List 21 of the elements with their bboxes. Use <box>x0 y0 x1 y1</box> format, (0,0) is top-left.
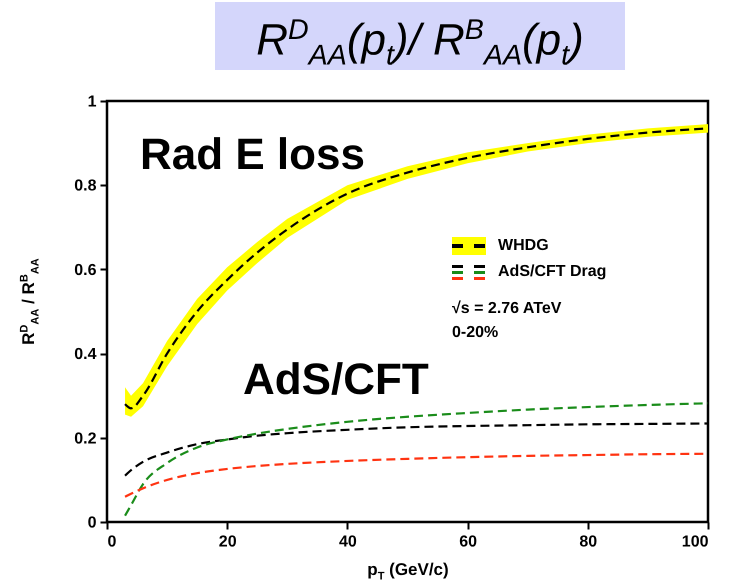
y-tick-label: 0.8 <box>74 178 97 195</box>
x-tick-label: 0 <box>108 534 116 550</box>
line-series <box>124 402 710 517</box>
y-tick-label: 1 <box>88 94 97 110</box>
y-tick-label: 0 <box>88 514 97 532</box>
chart-title: R$^{D}$$_{AA}$(p$_{t}$)/ R$^{B}$$_{AA}$(p$_{t}$) <box>256 14 584 72</box>
x-tick-label: 40 <box>339 534 357 550</box>
x-tick-label: 20 <box>218 534 237 550</box>
annotation: Rad E loss <box>140 130 365 180</box>
annotation: AdS/CFT <box>243 355 429 405</box>
x-tick-label: 60 <box>459 534 478 550</box>
x-axis-title: p$_{T}$ (GeV/c) <box>366 560 450 582</box>
legend-label: AdS/CFT Drag <box>498 263 606 281</box>
annotation: 0-20% <box>452 324 498 342</box>
legend-label: WHDG <box>498 237 549 255</box>
x-tick-label: 100 <box>682 534 709 550</box>
annotation: √s = 2.76 ATeV <box>452 300 562 318</box>
y-tick-label: 0.6 <box>74 262 97 279</box>
y-tick-label: 0.2 <box>74 430 97 448</box>
x-tick-label: 80 <box>579 534 598 550</box>
y-tick-label: 0.4 <box>74 346 97 364</box>
